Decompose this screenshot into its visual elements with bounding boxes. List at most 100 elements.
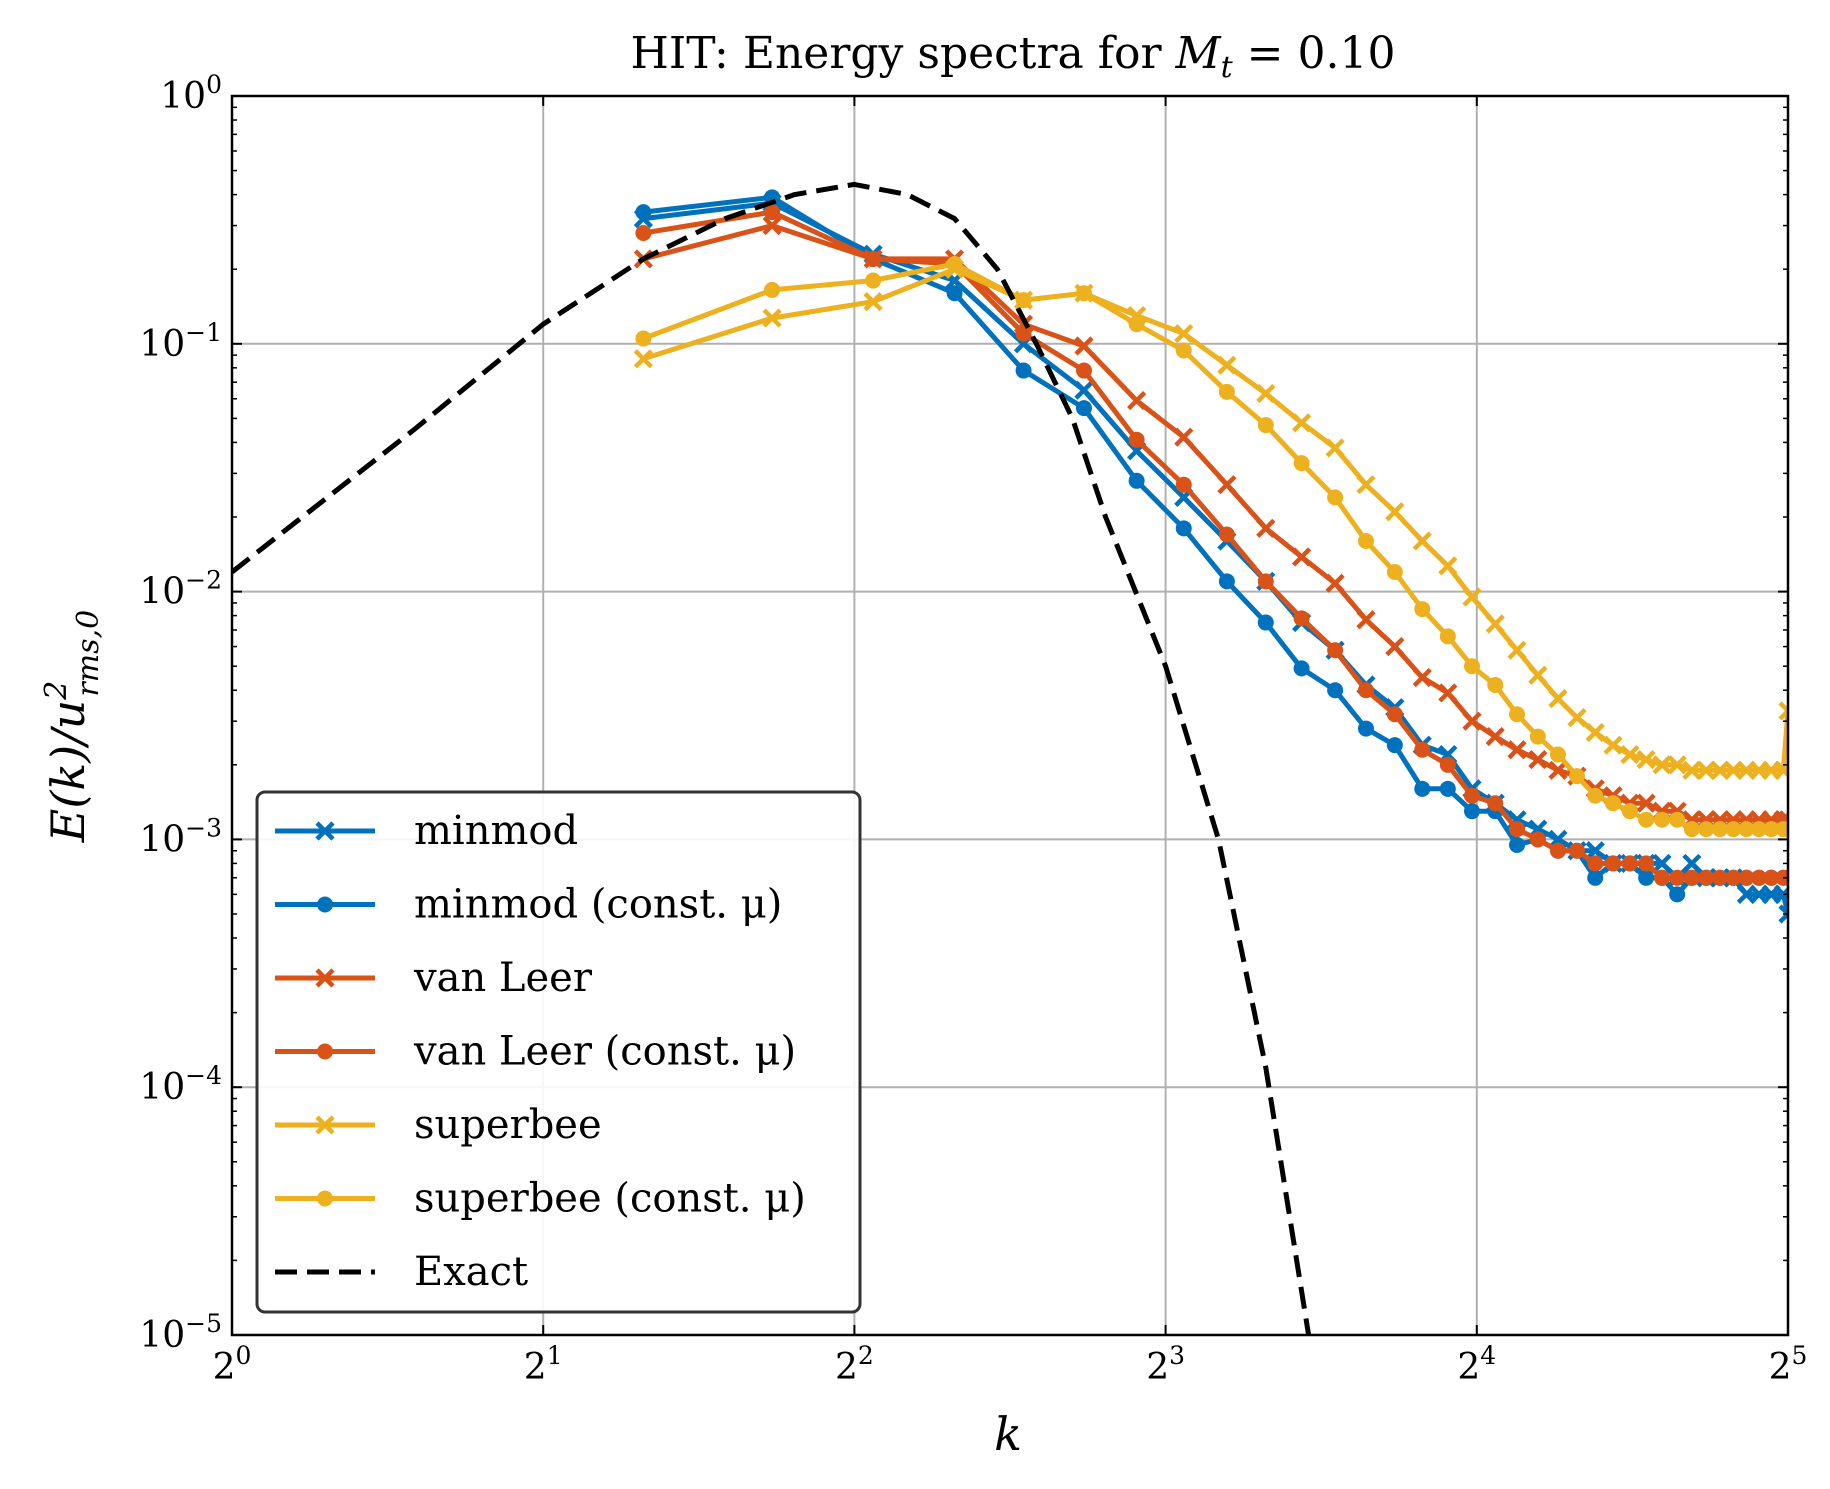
series-5-marker <box>1638 811 1655 828</box>
legend-entry: van Leer <box>275 955 593 1001</box>
series-3-marker <box>1293 610 1310 627</box>
series-4-marker <box>1667 755 1687 775</box>
y-label-sub: rms,0 <box>71 610 106 697</box>
title-prefix: HIT: Energy spectra for <box>631 28 1176 79</box>
series-1-marker <box>1327 682 1344 699</box>
series-4-marker <box>1385 502 1405 522</box>
series-5-marker <box>1763 821 1780 838</box>
series-5-marker <box>1654 811 1671 828</box>
series-2-marker <box>1256 518 1276 538</box>
series-2-marker-b <box>1438 683 1458 703</box>
legend-marker <box>315 968 335 988</box>
series-3-marker <box>1711 869 1728 886</box>
series-4-marker <box>1636 749 1656 770</box>
y-label-sup: 2 <box>39 681 74 701</box>
series-5-marker <box>1293 455 1310 472</box>
series-5-marker <box>1015 292 1032 309</box>
y-tick-label: 10−3 <box>139 813 222 860</box>
series-4-marker-b <box>633 349 653 369</box>
series-5-marker <box>1414 601 1431 618</box>
series-4-marker-b <box>1412 531 1432 551</box>
series-4-marker <box>762 308 782 328</box>
series-4-marker <box>1778 701 1788 721</box>
y-axis-label: E(k)/u2rms,0 <box>39 610 106 843</box>
series-0-marker-b <box>1074 380 1094 400</box>
series-5-marker <box>1464 658 1481 675</box>
series-4-marker <box>1585 722 1605 743</box>
series-3 <box>635 204 1788 886</box>
series-1-marker <box>1638 869 1655 886</box>
x-tick-label: 22 <box>835 1341 874 1388</box>
series-3-marker <box>1015 325 1032 342</box>
series-3-marker <box>1175 476 1192 493</box>
legend-label: minmod <box>414 808 578 854</box>
legend-label: superbee (const. μ) <box>414 1176 806 1222</box>
series-5-marker <box>1357 533 1374 550</box>
series-4-marker-b <box>1548 689 1568 709</box>
series-4-marker-b <box>1682 760 1702 780</box>
x-axis-label: k <box>994 1407 1022 1461</box>
series-2-marker <box>1385 636 1405 657</box>
series-4-marker <box>1682 760 1702 780</box>
series-4-marker-b <box>1291 413 1312 433</box>
series-1-marker <box>1669 886 1686 903</box>
series-3-marker <box>1327 642 1344 659</box>
series-4-marker-b <box>1438 556 1458 576</box>
series-5-marker <box>1439 628 1456 645</box>
series-3-marker <box>1549 842 1566 859</box>
title-var: M <box>1175 28 1222 79</box>
legend-marker-b <box>315 821 335 841</box>
series-3-marker <box>1751 869 1768 886</box>
series-5-marker <box>1683 821 1700 838</box>
series-3-marker <box>1638 855 1655 872</box>
y-tick-label: 10−1 <box>139 318 222 365</box>
series-3-marker <box>1487 795 1504 812</box>
legend-box <box>255 790 862 1314</box>
series-3-marker <box>1218 526 1235 543</box>
legend-entry: van Leer (const. μ) <box>275 1029 796 1075</box>
series-5-marker <box>1738 821 1755 838</box>
series-5-marker <box>1327 489 1344 506</box>
y-tick-label: 10−2 <box>139 566 222 613</box>
series-4-marker <box>1174 323 1194 344</box>
series-2-marker-b <box>1325 573 1345 593</box>
legend-entry: Exact <box>275 1249 528 1295</box>
series-3-marker <box>1763 869 1780 886</box>
series-5-marker <box>1487 676 1504 693</box>
series-5-marker <box>1780 821 1788 838</box>
legend-entry: minmod <box>275 808 578 854</box>
series-1-marker <box>946 285 963 302</box>
series-3-marker <box>1738 869 1755 886</box>
series-5-marker <box>1698 821 1715 838</box>
series-1-marker <box>1293 660 1310 677</box>
series-5-marker <box>1751 821 1768 838</box>
series-5-marker <box>1549 746 1566 763</box>
series-2-marker-b <box>1127 390 1147 411</box>
plot-series <box>232 181 1788 1335</box>
series-0-marker <box>1074 380 1094 400</box>
series-6 <box>232 181 1312 1335</box>
series-1-marker <box>1218 573 1235 590</box>
series-5-marker <box>1669 811 1686 828</box>
series-4-marker <box>1620 744 1640 765</box>
series-4 <box>633 259 1788 780</box>
series-4-marker-b <box>762 308 782 328</box>
series-4-marker <box>863 292 883 312</box>
series-3-marker <box>1725 869 1742 886</box>
legend-label: van Leer <box>413 955 593 1001</box>
series-4-marker <box>1652 755 1672 775</box>
series-3-marker <box>1257 573 1274 590</box>
plot-frame <box>230 94 1790 1337</box>
series-2-marker <box>762 215 782 236</box>
series-1-marker <box>1414 780 1431 797</box>
series-4-marker-b <box>1462 587 1482 607</box>
legend-label: superbee <box>414 1102 602 1148</box>
series-4-marker-b <box>1667 755 1687 775</box>
legend-marker <box>317 896 333 913</box>
series-0-marker <box>1682 853 1702 874</box>
series-2-marker-b <box>1174 427 1194 447</box>
series-2-marker-b <box>1636 793 1656 813</box>
series-1-marker <box>1015 362 1032 379</box>
series-4-marker-b <box>1507 640 1527 660</box>
